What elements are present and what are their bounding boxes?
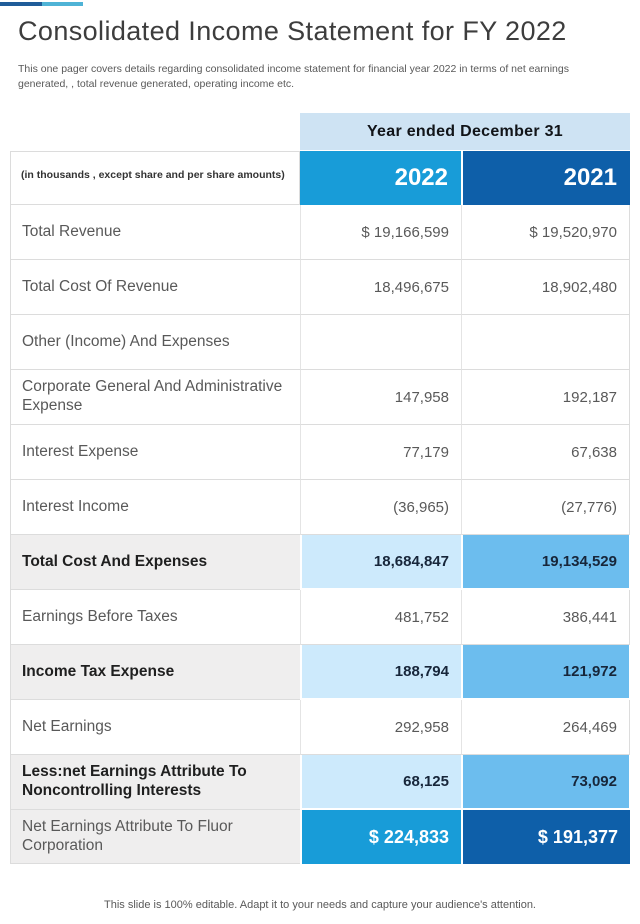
value-2022: $ 19,166,599 xyxy=(300,205,461,260)
table-row: Total Cost Of Revenue 18,496,675 18,902,48… xyxy=(10,260,630,315)
value-2022: 188,794 xyxy=(300,645,461,700)
value-2022: (36,965) xyxy=(300,480,461,535)
table-row: Net Earnings 292,958 264,469 xyxy=(10,700,630,755)
row-label: Total Cost And Expenses xyxy=(10,535,300,590)
table-row: Total Cost And Expenses 18,684,847 19,134,… xyxy=(10,535,630,590)
value-2021: (27,776) xyxy=(461,480,630,535)
table-row: Interest Income (36,965) (27,776) xyxy=(10,480,630,535)
value-2022: 68,125 xyxy=(300,755,461,810)
column-header-2022: 2022 xyxy=(300,151,461,205)
value-2021: 18,902,480 xyxy=(461,260,630,315)
table-column-header-row: (in thousands , except share and per sha… xyxy=(10,151,630,205)
value-2021: 121,972 xyxy=(461,645,630,700)
value-2021: 192,187 xyxy=(461,370,630,425)
row-label: Other (Income) And Expenses xyxy=(10,315,300,370)
table-row: Other (Income) And Expenses xyxy=(10,315,630,370)
table-body: Total Revenue $ 19,166,599 $ 19,520,970 Tot… xyxy=(10,205,630,864)
table-row: Earnings Before Taxes 481,752 386,441 xyxy=(10,590,630,645)
value-2021: 73,092 xyxy=(461,755,630,810)
value-2022: 481,752 xyxy=(300,590,461,645)
table-row: Corporate General And Administrative Exp… xyxy=(10,370,630,425)
table-note: (in thousands , except share and per sha… xyxy=(10,151,300,205)
row-label: Net Earnings xyxy=(10,700,300,755)
value-2021 xyxy=(461,315,630,370)
value-2021: $ 191,377 xyxy=(461,810,630,864)
table-row: Net Earnings Attribute To Fluor Corporat… xyxy=(10,810,630,864)
table-row: Less:net Earnings Attribute To Noncontro… xyxy=(10,755,630,810)
row-label: Interest Expense xyxy=(10,425,300,480)
row-label: Earnings Before Taxes xyxy=(10,590,300,645)
value-2022: 77,179 xyxy=(300,425,461,480)
row-label: Total Cost Of Revenue xyxy=(10,260,300,315)
band-empty-cell xyxy=(10,113,300,151)
value-2021: 264,469 xyxy=(461,700,630,755)
row-label: Less:net Earnings Attribute To Noncontro… xyxy=(10,755,300,810)
value-2022: 292,958 xyxy=(300,700,461,755)
page-subtitle: This one pager covers details regarding … xyxy=(18,63,569,90)
value-2021: $ 19,520,970 xyxy=(461,205,630,260)
top-bar-light-segment xyxy=(42,2,83,6)
row-label: Income Tax Expense xyxy=(10,645,300,700)
value-2022: 18,684,847 xyxy=(300,535,461,590)
column-header-2021: 2021 xyxy=(461,151,630,205)
table-row: Total Revenue $ 19,166,599 $ 19,520,970 xyxy=(10,205,630,260)
page-title: Consolidated Income Statement for FY 202… xyxy=(18,16,567,46)
table-row: Income Tax Expense 188,794 121,972 xyxy=(10,645,630,700)
value-2021: 67,638 xyxy=(461,425,630,480)
top-bar-accent xyxy=(0,2,83,6)
row-label: Interest Income xyxy=(10,480,300,535)
table-row: Interest Expense 77,179 67,638 xyxy=(10,425,630,480)
value-2022: $ 224,833 xyxy=(300,810,461,864)
table-band-row: Year ended December 31 xyxy=(10,113,630,151)
value-2022: 147,958 xyxy=(300,370,461,425)
value-2021: 19,134,529 xyxy=(461,535,630,590)
value-2022 xyxy=(300,315,461,370)
income-statement-table: Year ended December 31 (in thousands , e… xyxy=(10,113,630,864)
table-span-header: Year ended December 31 xyxy=(300,113,630,151)
row-label: Total Revenue xyxy=(10,205,300,260)
row-label: Net Earnings Attribute To Fluor Corporat… xyxy=(10,810,300,864)
value-2022: 18,496,675 xyxy=(300,260,461,315)
footer-note: This slide is 100% editable. Adapt it to… xyxy=(104,899,536,911)
value-2021: 386,441 xyxy=(461,590,630,645)
row-label: Corporate General And Administrative Exp… xyxy=(10,370,300,425)
top-bar-dark-segment xyxy=(0,2,42,6)
